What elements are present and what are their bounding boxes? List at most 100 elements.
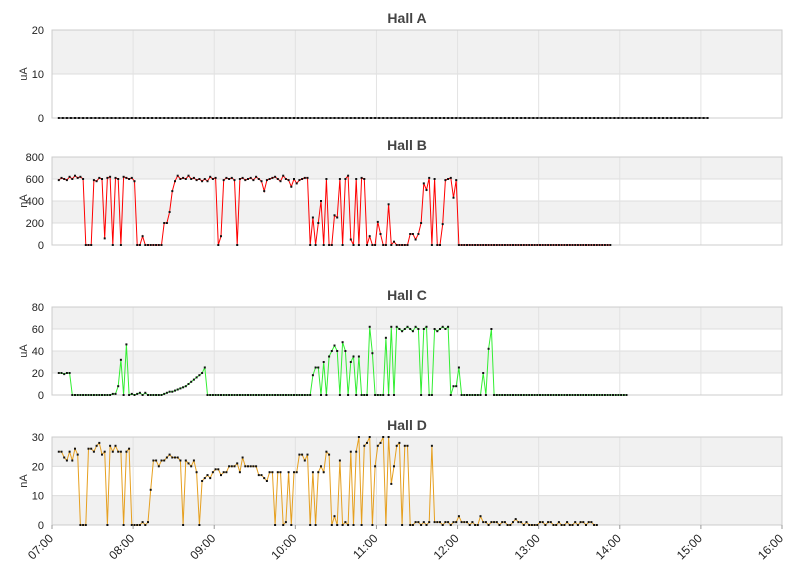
data-point bbox=[314, 244, 317, 246]
data-point bbox=[522, 244, 525, 246]
data-point bbox=[263, 477, 266, 480]
y-tick-label: 60 bbox=[32, 324, 44, 336]
data-point bbox=[662, 117, 664, 119]
data-point bbox=[74, 394, 76, 396]
data-point bbox=[463, 394, 466, 396]
data-point bbox=[557, 521, 560, 524]
data-point bbox=[263, 394, 266, 396]
data-point bbox=[293, 178, 295, 180]
data-point bbox=[379, 441, 382, 444]
data-point bbox=[265, 394, 268, 396]
data-point bbox=[395, 325, 398, 328]
data-point bbox=[476, 394, 479, 396]
data-point bbox=[479, 394, 482, 396]
data-point bbox=[360, 524, 363, 526]
data-point bbox=[571, 244, 574, 246]
data-point bbox=[547, 244, 550, 246]
data-point bbox=[560, 524, 563, 526]
data-point bbox=[141, 394, 144, 396]
data-point bbox=[641, 117, 644, 119]
data-point bbox=[82, 394, 85, 396]
data-point bbox=[345, 117, 348, 119]
data-point bbox=[590, 521, 593, 524]
data-point bbox=[517, 244, 520, 246]
data-point bbox=[57, 450, 60, 453]
data-point bbox=[441, 223, 444, 226]
data-point bbox=[182, 176, 185, 179]
data-point bbox=[484, 394, 487, 396]
data-point bbox=[614, 394, 617, 396]
data-point bbox=[617, 117, 620, 119]
data-point bbox=[605, 117, 608, 119]
data-point bbox=[71, 178, 74, 180]
data-point bbox=[276, 471, 279, 474]
data-point bbox=[544, 117, 547, 119]
data-point bbox=[401, 524, 404, 526]
data-point bbox=[79, 394, 82, 396]
data-point bbox=[272, 117, 275, 119]
data-point bbox=[314, 524, 317, 526]
data-point bbox=[460, 244, 463, 246]
data-point bbox=[495, 394, 498, 396]
data-point bbox=[514, 518, 517, 521]
data-point bbox=[257, 178, 260, 180]
data-point bbox=[498, 394, 501, 396]
data-point bbox=[495, 521, 498, 524]
data-point bbox=[68, 175, 71, 178]
data-point bbox=[428, 394, 431, 396]
data-point bbox=[111, 392, 114, 395]
data-point bbox=[215, 117, 218, 119]
data-point bbox=[371, 524, 374, 526]
data-point bbox=[168, 211, 171, 213]
data-point bbox=[225, 471, 228, 474]
data-point bbox=[184, 385, 187, 388]
data-point bbox=[179, 459, 182, 462]
data-point bbox=[217, 244, 220, 246]
data-point bbox=[138, 244, 141, 246]
data-point bbox=[402, 117, 405, 119]
data-point bbox=[452, 521, 455, 524]
data-point bbox=[420, 222, 423, 224]
data-point bbox=[525, 394, 528, 396]
data-point bbox=[503, 521, 506, 524]
data-point bbox=[493, 394, 496, 396]
chart-title: Hall B bbox=[387, 137, 427, 153]
x-tick-label: 08:00 bbox=[106, 531, 137, 562]
data-point bbox=[433, 521, 436, 524]
data-point bbox=[544, 394, 547, 396]
data-point bbox=[214, 176, 217, 179]
x-tick-label: 13:00 bbox=[512, 531, 543, 562]
data-point bbox=[430, 117, 433, 119]
data-point bbox=[126, 117, 129, 119]
x-tick-label: 15:00 bbox=[674, 531, 705, 562]
data-point bbox=[238, 394, 241, 396]
data-point bbox=[69, 117, 72, 119]
data-point bbox=[552, 117, 555, 119]
data-point bbox=[119, 358, 122, 361]
data-point bbox=[483, 117, 486, 119]
data-point bbox=[321, 117, 324, 119]
data-point bbox=[230, 394, 233, 396]
data-point bbox=[125, 343, 128, 346]
data-point bbox=[533, 524, 536, 526]
data-point bbox=[130, 392, 133, 395]
data-point bbox=[479, 515, 482, 518]
data-point bbox=[439, 244, 441, 246]
data-point bbox=[548, 117, 551, 119]
data-point bbox=[439, 328, 441, 330]
data-point bbox=[406, 244, 409, 246]
data-point bbox=[349, 238, 352, 241]
data-point bbox=[443, 117, 445, 119]
data-point bbox=[357, 117, 360, 119]
data-point bbox=[224, 117, 226, 119]
data-point bbox=[336, 350, 339, 352]
data-point bbox=[175, 117, 178, 119]
y-tick-label: 0 bbox=[38, 390, 44, 402]
data-point bbox=[434, 117, 437, 119]
data-point bbox=[133, 180, 136, 183]
data-point bbox=[349, 450, 352, 453]
data-point bbox=[512, 244, 514, 246]
data-point bbox=[370, 117, 372, 119]
data-point bbox=[206, 180, 209, 183]
data-point bbox=[119, 450, 122, 453]
